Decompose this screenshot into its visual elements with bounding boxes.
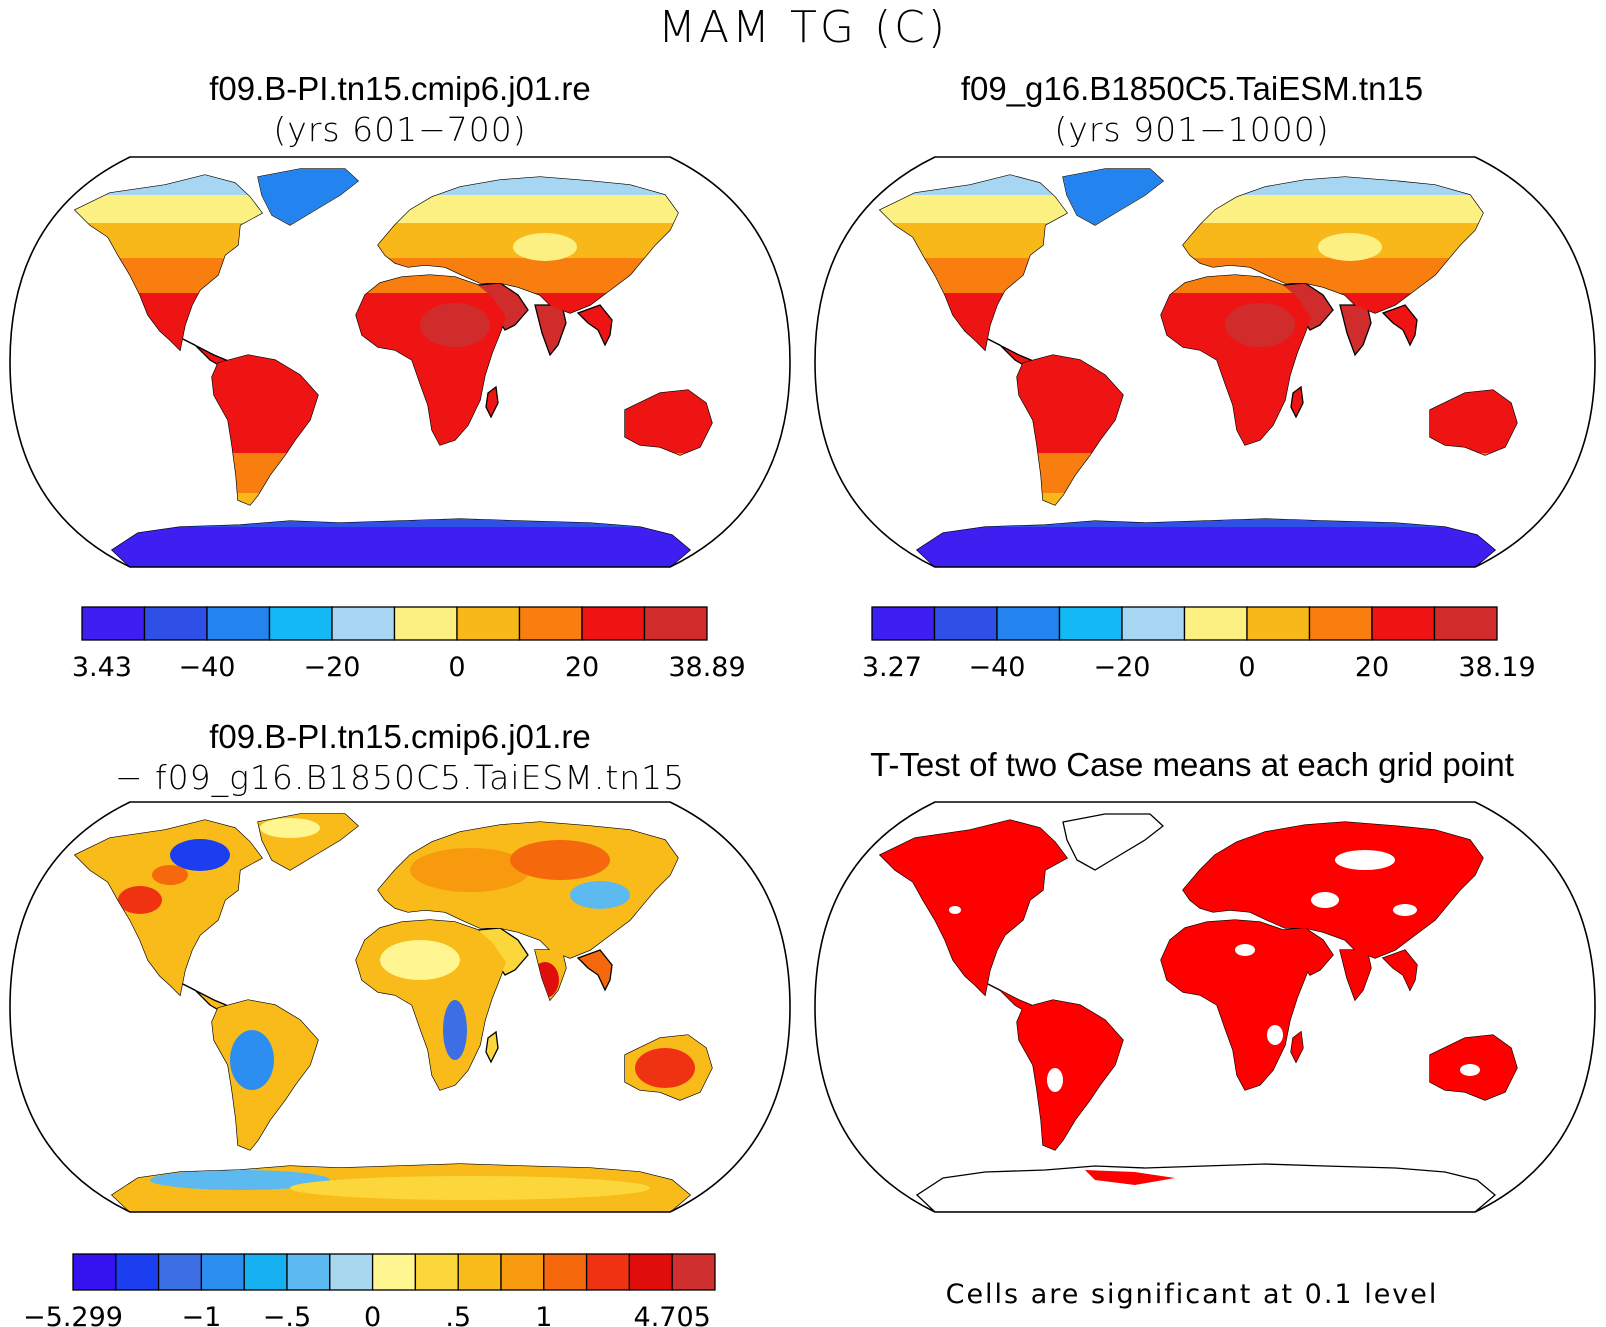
colorbar-2-bin-7 bbox=[1308, 606, 1373, 641]
figure-title: MAM TG (C) bbox=[657, 2, 949, 53]
colorbar-3: −5.299 −1 −.5 0 .5 1 4.705 bbox=[23, 1253, 716, 1327]
colorbar-3-tick-label: 0 bbox=[364, 1302, 381, 1327]
panel1-subtitle: (yrs 601−700) bbox=[273, 110, 527, 149]
colorbar-1: −63.43 −40 −20 0 20 38.89 bbox=[70, 606, 746, 683]
panel4-title: T-Test of two Case means at each grid po… bbox=[870, 746, 1514, 783]
colorbar-3-tick-label: 1 bbox=[535, 1302, 552, 1327]
colorbar-1-bin-4 bbox=[331, 606, 396, 641]
colorbar-1-tick-label: −63.43 bbox=[70, 652, 132, 683]
map-border bbox=[814, 156, 1596, 568]
panel2-title: f09_g16.B1850C5.TaiESM.tn15 bbox=[960, 70, 1424, 107]
colorbar-1-bin-7 bbox=[518, 606, 583, 641]
colorbar-2-bin-9 bbox=[1433, 606, 1498, 641]
colorbar-2-tick-label: −40 bbox=[969, 652, 1026, 683]
colorbar-3-bin-9 bbox=[457, 1253, 502, 1291]
colorbar-3-bin-8 bbox=[414, 1253, 459, 1291]
colorbar-3-bin-0 bbox=[72, 1253, 117, 1291]
land-ant bbox=[915, 1163, 1497, 1212]
colorbar-3-tick-label: .5 bbox=[445, 1302, 471, 1327]
colorbar-2-tick-label: −63.27 bbox=[860, 652, 922, 683]
colorbar-3-tick-label: −5.299 bbox=[23, 1302, 123, 1327]
colorbar-3-tick-label: 4.705 bbox=[634, 1302, 711, 1327]
colorbar-3-bin-13 bbox=[628, 1253, 673, 1291]
panel2-subtitle: (yrs 901−1000) bbox=[1054, 110, 1330, 149]
colorbar-3-bin-4 bbox=[243, 1253, 288, 1291]
colorbar-2: −63.27 −40 −20 0 20 38.19 bbox=[860, 606, 1536, 683]
land-seasia bbox=[1381, 304, 1418, 347]
colorbar-1-bin-9 bbox=[643, 606, 708, 641]
land-india bbox=[1339, 304, 1372, 357]
colorbar-2-bin-4 bbox=[1121, 606, 1186, 641]
colorbar-1-bin-6 bbox=[456, 606, 521, 641]
land-madag bbox=[1290, 385, 1304, 419]
map-border bbox=[814, 801, 1596, 1213]
map-panel-4 bbox=[814, 801, 1596, 1213]
colorbar-3-bin-11 bbox=[543, 1253, 588, 1291]
map-panel-2 bbox=[814, 156, 1596, 568]
colorbar-1-tick-label: 20 bbox=[565, 652, 599, 683]
colorbar-1-tick-label: −40 bbox=[179, 652, 236, 683]
colorbar-1-bin-8 bbox=[581, 606, 646, 641]
colorbar-2-tick-label: 38.19 bbox=[1458, 652, 1535, 683]
map-panel-3 bbox=[9, 801, 791, 1213]
colorbar-3-bin-14 bbox=[671, 1253, 716, 1291]
colorbar-3-bin-5 bbox=[286, 1253, 331, 1291]
colorbar-1-bin-3 bbox=[268, 606, 333, 641]
colorbar-1-bin-0 bbox=[81, 606, 146, 641]
colorbar-2-bin-0 bbox=[871, 606, 936, 641]
colorbar-2-bin-2 bbox=[996, 606, 1061, 641]
colorbar-2-bin-5 bbox=[1183, 606, 1248, 641]
significance-note: Cells are significant at 0.1 level bbox=[945, 1279, 1439, 1310]
panel3-subtitle: − f09_g16.B1850C5.TaiESM.tn15 bbox=[114, 758, 686, 797]
panel3-title: f09.B-PI.tn15.cmip6.j01.re bbox=[209, 718, 591, 755]
colorbar-1-bin-2 bbox=[206, 606, 271, 641]
colorbar-2-tick-label: 20 bbox=[1355, 652, 1389, 683]
colorbar-1-tick-label: 38.89 bbox=[668, 652, 745, 683]
colorbar-2-tick-label: 0 bbox=[1238, 652, 1255, 683]
colorbar-3-bin-3 bbox=[200, 1253, 245, 1291]
land-madag bbox=[485, 385, 499, 419]
land-seasia bbox=[576, 949, 613, 992]
colorbar-1-tick-label: 0 bbox=[448, 652, 465, 683]
map-border bbox=[9, 801, 791, 1213]
colorbar-3-bin-7 bbox=[371, 1253, 417, 1291]
colorbar-1-bin-1 bbox=[143, 606, 208, 641]
colorbar-3-bin-1 bbox=[115, 1253, 160, 1291]
colorbar-2-bin-6 bbox=[1246, 606, 1311, 641]
colorbar-1-tick-label: −20 bbox=[304, 652, 361, 683]
land-madag bbox=[485, 1030, 499, 1064]
map-panel-1 bbox=[9, 156, 791, 568]
colorbar-3-bin-6 bbox=[329, 1253, 374, 1291]
colorbar-2-bin-8 bbox=[1371, 606, 1436, 641]
panel1-title: f09.B-PI.tn15.cmip6.j01.re bbox=[209, 70, 591, 107]
colorbar-2-bin-1 bbox=[933, 606, 998, 641]
colorbar-3-bin-12 bbox=[585, 1253, 631, 1291]
colorbar-3-tick-label: −1 bbox=[181, 1302, 221, 1327]
map-border bbox=[9, 156, 791, 568]
land-greenland bbox=[1062, 813, 1165, 871]
colorbar-1-bin-5 bbox=[393, 606, 458, 641]
land-seasia bbox=[576, 304, 613, 347]
colorbar-3-bin-10 bbox=[500, 1253, 545, 1291]
colorbar-3-bin-2 bbox=[157, 1253, 203, 1291]
colorbar-2-tick-label: −20 bbox=[1094, 652, 1151, 683]
colorbar-2-bin-3 bbox=[1058, 606, 1123, 641]
colorbar-3-tick-label: −.5 bbox=[263, 1302, 311, 1327]
land-india bbox=[534, 304, 567, 357]
